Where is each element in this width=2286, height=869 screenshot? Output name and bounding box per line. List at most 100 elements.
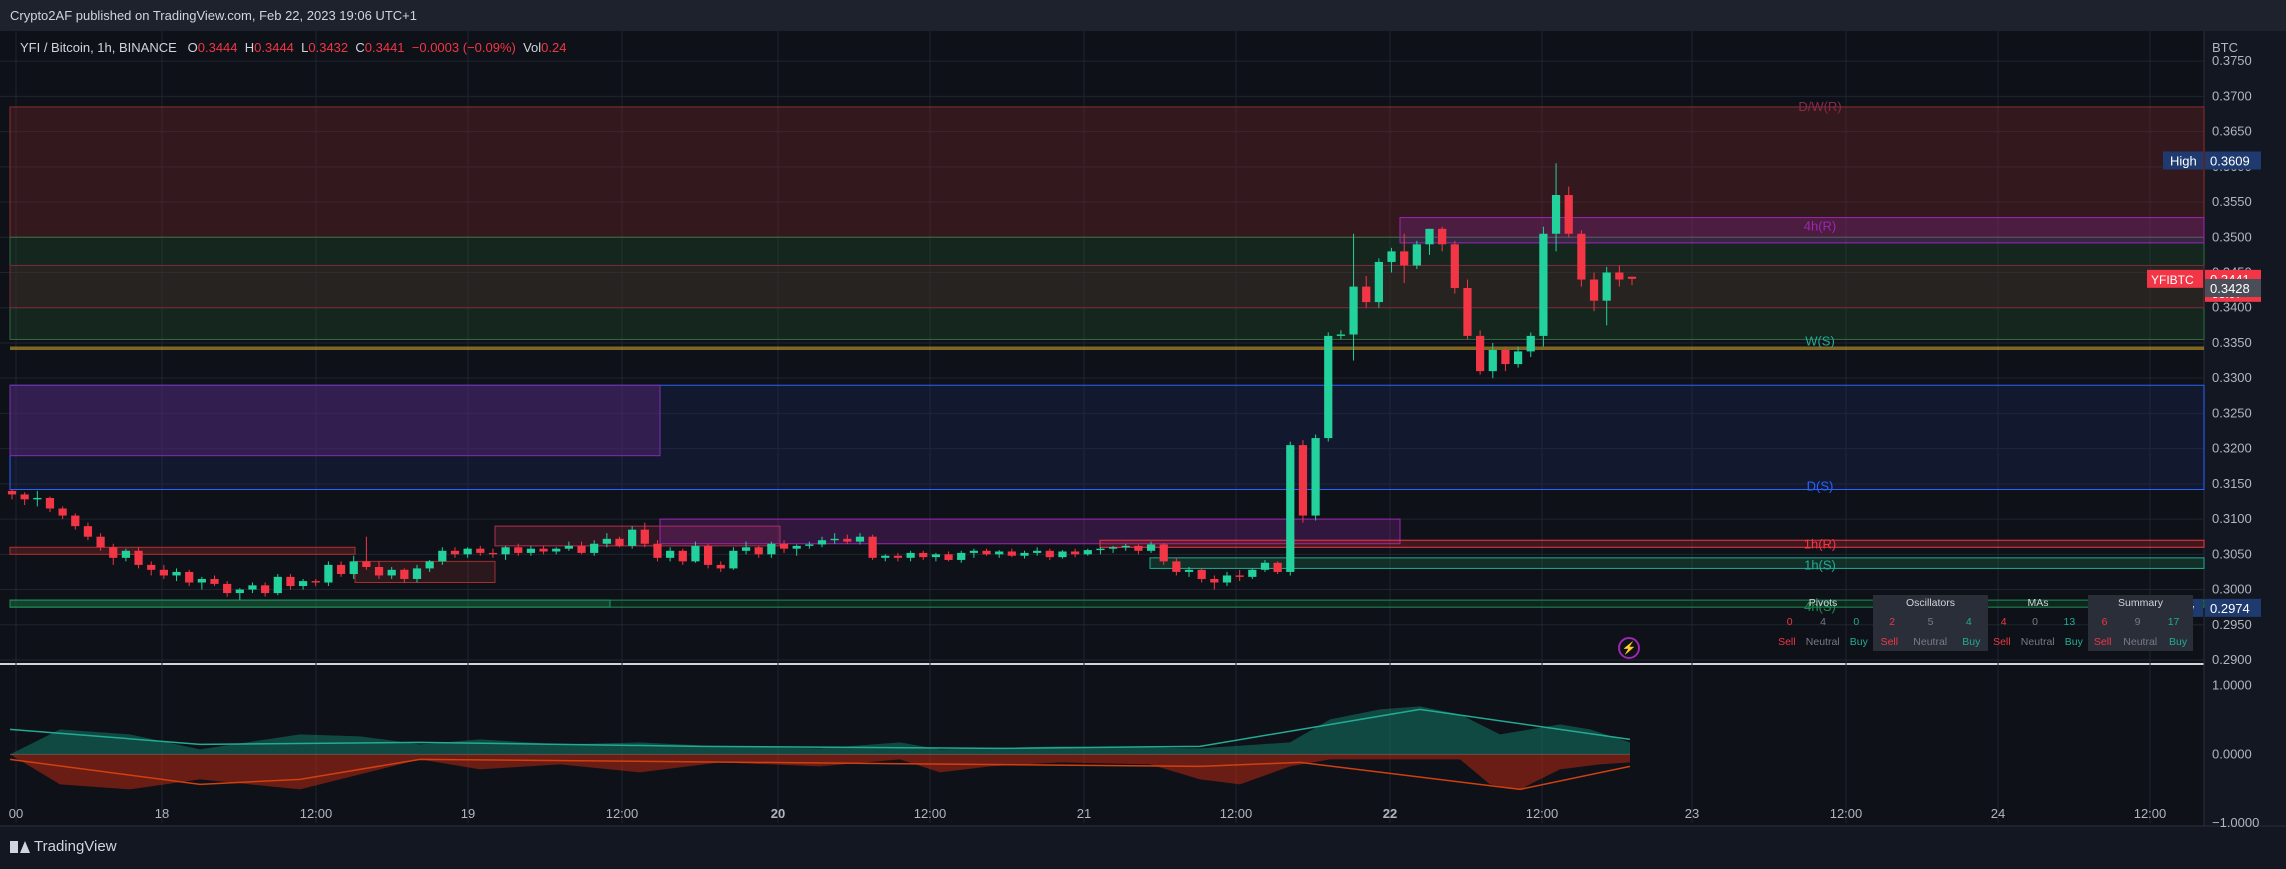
candle-body: [1108, 547, 1118, 549]
candle-body: [830, 538, 839, 541]
close-value: 0.3441: [364, 40, 405, 55]
x-tick-label: 12:00: [914, 806, 947, 821]
y-tick-label: 0.3550: [2212, 194, 2252, 209]
zone-d-support: [9, 384, 2205, 490]
level-label: 4h(S): [1804, 599, 1836, 614]
candle-body: [1071, 551, 1080, 555]
candle-body: [691, 545, 700, 562]
osc-main-line: [9, 758, 1631, 791]
candle-body: [1551, 195, 1561, 234]
candle-body: [1589, 279, 1599, 301]
tradingview-logo[interactable]: TradingView: [10, 838, 117, 855]
symbol-label[interactable]: YFI / Bitcoin, 1h, BINANCE: [20, 40, 177, 55]
candle-body: [1184, 569, 1194, 572]
sell-label: Sell: [1993, 636, 2011, 648]
x-tick-label: 12:00: [1830, 806, 1863, 821]
candle-body: [640, 529, 649, 544]
candle-body: [235, 589, 244, 594]
candle-body: [1349, 286, 1358, 335]
y-tick-label: 0.3100: [2212, 511, 2252, 526]
symbol-tag-bg: [2147, 269, 2203, 288]
level-label: 4h(R): [1804, 219, 1837, 234]
candle-body: [1033, 550, 1042, 553]
mark-price: 0.3428: [2210, 281, 2250, 296]
sell-count: 0: [1786, 616, 1793, 628]
candle-body: [374, 567, 384, 576]
candle-body: [172, 571, 181, 576]
candle-body: [1513, 351, 1523, 365]
price-axis: 0.37500.37000.36500.36000.35500.35000.34…: [2147, 40, 2261, 830]
candle-body: [602, 538, 611, 544]
zones: D/W(R) 4h(R) W(S) D(S) 1h(R) 1h(S) 4h(S): [9, 99, 2205, 614]
candle-body: [450, 550, 460, 555]
buy-count: 13: [2063, 616, 2076, 628]
candle-body: [741, 547, 751, 551]
candle-body: [590, 543, 599, 553]
zone-4h-support: [9, 599, 2205, 608]
candle-body: [931, 554, 941, 558]
candle-body: [855, 536, 865, 542]
candle-body: [893, 555, 903, 558]
time-axis: 00 18 12:00 19 12:00 20 12:00 21 12:00 22 12:00 23 1…: [9, 806, 2167, 821]
candle-body: [1172, 561, 1181, 572]
candle-body: [1564, 195, 1573, 234]
candle-body: [792, 545, 801, 549]
neutral-count: 9: [2134, 616, 2141, 628]
candle-body: [1286, 445, 1295, 572]
y-tick-label: 0.3150: [2212, 476, 2252, 491]
candle-body: [33, 497, 42, 500]
lightning-icon[interactable]: ⚡: [1618, 637, 1640, 659]
y-tick-label: 0.3300: [2212, 370, 2252, 385]
currency-label: BTC: [2212, 40, 2238, 55]
candle-body: [564, 545, 573, 549]
candle-body: [995, 551, 1004, 555]
summary-group-mas: MAs 4 0 13 Sell Neutral Buy: [1988, 595, 2088, 651]
x-tick-label: 12:00: [300, 806, 333, 821]
y-tick-label: 0.3350: [2212, 335, 2252, 350]
buy-label: Buy: [2168, 636, 2188, 648]
candle-body: [197, 578, 206, 583]
x-tick-label: 12:00: [1526, 806, 1559, 821]
candle-body: [1602, 272, 1611, 301]
candle-body: [703, 545, 713, 565]
candle-body: [969, 550, 978, 553]
level-label: D(S): [1807, 479, 1834, 494]
oscillator-pane: [9, 706, 1631, 791]
candle-body: [628, 529, 637, 546]
volume-value: 0.24: [541, 40, 567, 55]
neutral-count: 5: [1927, 616, 1934, 628]
candle-body: [1121, 545, 1130, 548]
candle-body: [1488, 350, 1497, 372]
candle-body: [805, 544, 814, 546]
candle-body: [1577, 233, 1586, 280]
zone-1h-resistance: [1099, 539, 2205, 548]
osc-pane-bg: [0, 665, 2204, 825]
candle-body: [577, 545, 586, 553]
high-tag-label: High: [2170, 153, 2197, 168]
price-chart[interactable]: D/W(R) 4h(R) W(S) D(S) 1h(R) 1h(S) 4h(S) 0.375…: [0, 31, 2286, 869]
level-label: 1h(S): [1804, 558, 1836, 573]
candle-body: [919, 552, 928, 558]
level-label: 1h(R): [1804, 536, 1837, 551]
candle-body: [526, 548, 536, 553]
candle-body: [7, 490, 17, 495]
x-tick-label: 24: [1991, 806, 2005, 821]
sell-label: Sell: [1778, 636, 1796, 648]
candle-body: [1463, 288, 1472, 336]
group-title: Summary: [2118, 597, 2163, 609]
y-tick-label: 0.2900: [2212, 652, 2252, 667]
candle-body: [754, 547, 763, 555]
neutral-label: Neutral: [2020, 636, 2055, 648]
candle-body: [615, 538, 624, 546]
candle-body: [109, 547, 118, 558]
candle-body: [349, 561, 358, 575]
candle-body: [1627, 276, 1637, 279]
neutral-count: 0: [2032, 616, 2038, 628]
candle-body: [843, 538, 852, 542]
candle-body: [210, 578, 219, 584]
candle-body: [1045, 550, 1054, 558]
y-tick-label: 0.3200: [2212, 441, 2252, 456]
candle-body: [1096, 548, 1105, 551]
candle-body: [1336, 334, 1346, 336]
